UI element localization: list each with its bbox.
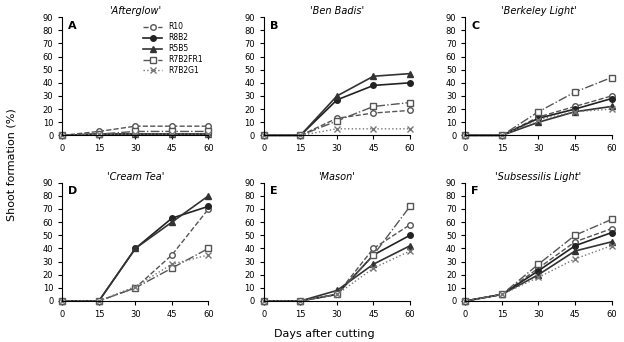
Text: Shoot formation (%): Shoot formation (%) <box>6 108 16 221</box>
Text: D: D <box>68 186 77 196</box>
Title: 'Mason': 'Mason' <box>318 172 356 182</box>
Title: 'Afterglow': 'Afterglow' <box>109 6 162 16</box>
Title: 'Ben Badis': 'Ben Badis' <box>310 6 364 16</box>
Text: B: B <box>270 21 278 31</box>
Text: F: F <box>471 186 479 196</box>
Title: 'Cream Tea': 'Cream Tea' <box>107 172 164 182</box>
Text: A: A <box>68 21 77 31</box>
Text: C: C <box>471 21 479 31</box>
Text: Days after cutting: Days after cutting <box>274 329 375 339</box>
Legend: R10, R8B2, R5B5, R7B2FR1, R7B2G1: R10, R8B2, R5B5, R7B2FR1, R7B2G1 <box>142 21 205 77</box>
Title: 'Berkeley Light': 'Berkeley Light' <box>500 6 577 16</box>
Title: 'Subsessilis Light': 'Subsessilis Light' <box>495 172 582 182</box>
Text: E: E <box>270 186 278 196</box>
